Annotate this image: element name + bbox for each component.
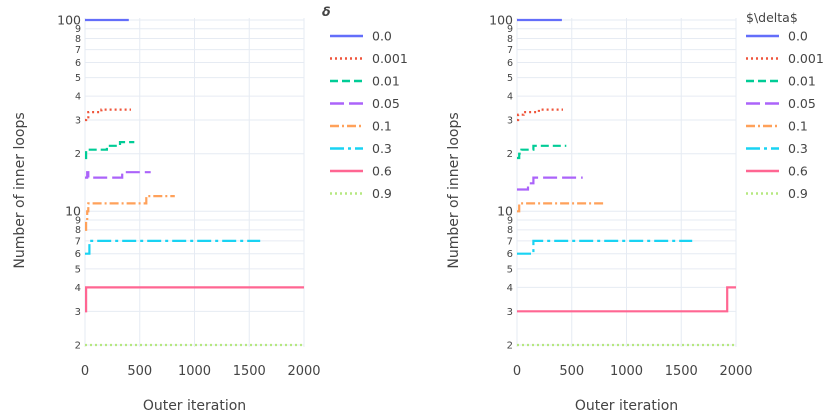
left-y-tick-label: 100 bbox=[57, 12, 81, 27]
right-series-line-0_6 bbox=[517, 286, 736, 313]
right-x-tick-label: 0 bbox=[513, 364, 521, 379]
right-y-tick-label: 2 bbox=[507, 149, 513, 160]
right-legend-label: 0.05 bbox=[788, 96, 816, 111]
left-y-tick-label: 8 bbox=[75, 225, 81, 236]
right-y-tick-label: 4 bbox=[507, 283, 513, 294]
right-y-tick-label: 9 bbox=[507, 24, 513, 35]
right-x-tick-label: 500 bbox=[559, 364, 584, 379]
right-legend-label: 0.1 bbox=[788, 119, 808, 134]
left-grid-group bbox=[84, 18, 305, 347]
right-y-tick-label: 4 bbox=[507, 91, 513, 102]
right-series-line-0_001 bbox=[517, 108, 563, 122]
left-legend-label: 0.3 bbox=[372, 141, 392, 156]
left-y-tick-label: 5 bbox=[75, 73, 81, 84]
right-legend: $\delta$ 0.0 0.001 0.01 0.05 0.1 0.3 0.6 0.9 bbox=[746, 10, 824, 201]
left-y-tick-label: 3 bbox=[75, 115, 81, 126]
left-y-tick-label: 10 bbox=[65, 204, 81, 219]
left-y-axis-title: Number of inner loops bbox=[12, 112, 28, 268]
right-series-line-0_05 bbox=[517, 176, 583, 191]
right-y-tick-label: 2 bbox=[507, 341, 513, 352]
left-y-tick-label: 7 bbox=[75, 45, 81, 56]
left-y-tick-label: 6 bbox=[75, 249, 81, 260]
right-y-tick-label: 5 bbox=[507, 264, 513, 275]
right-series-group bbox=[517, 18, 736, 347]
right-legend-label: 0.6 bbox=[788, 164, 808, 179]
right-y-tick-label: 100 bbox=[489, 12, 513, 27]
left-y-tick-label: 2 bbox=[75, 149, 81, 160]
right-legend-label: 0.3 bbox=[788, 141, 808, 156]
right-y-tick-label: 7 bbox=[507, 45, 513, 56]
left-series-line-0_001 bbox=[85, 108, 131, 122]
right-grid-group bbox=[516, 18, 737, 347]
right-series-line-0_1 bbox=[517, 202, 606, 213]
right-y-tick-label: 10 bbox=[497, 204, 513, 219]
left-legend-label: 0.9 bbox=[372, 186, 392, 201]
right-y-tick-label: 5 bbox=[507, 73, 513, 84]
left-xticks-group: 0 500 1000 1500 2000 bbox=[81, 364, 321, 379]
left-legend: δ 0.0 0.001 0.01 0.05 0.1 0.3 0.6 0.9 bbox=[322, 4, 408, 201]
right-x-axis-title: Outer iteration bbox=[575, 398, 678, 414]
right-y-tick-label: 8 bbox=[507, 225, 513, 236]
left-legend-label: 0.01 bbox=[372, 74, 400, 89]
right-legend-label: 0.9 bbox=[788, 186, 808, 201]
left-y-tick-label: 2 bbox=[75, 341, 81, 352]
left-legend-label: 0.1 bbox=[372, 119, 392, 134]
right-y-tick-label: 7 bbox=[507, 236, 513, 247]
right-y-tick-label: 3 bbox=[507, 307, 513, 318]
left-legend-label: 0.05 bbox=[372, 96, 400, 111]
right-legend-label: 0.01 bbox=[788, 74, 816, 89]
left-y-tick-label: 7 bbox=[75, 236, 81, 247]
right-legend-title: $\delta$ bbox=[746, 10, 798, 25]
left-x-tick-label: 2000 bbox=[287, 364, 320, 379]
left-x-tick-label: 500 bbox=[127, 364, 152, 379]
left-x-axis-title: Outer iteration bbox=[143, 398, 246, 414]
left-series-line-0_1 bbox=[85, 195, 175, 231]
left-y-tick-label: 9 bbox=[75, 24, 81, 35]
left-legend-title: δ bbox=[322, 4, 331, 19]
left-y-tick-label: 4 bbox=[75, 91, 81, 102]
right-y-tick-label: 9 bbox=[507, 215, 513, 226]
right-x-tick-label: 1500 bbox=[665, 364, 698, 379]
left-series-line-0_05 bbox=[85, 171, 151, 179]
left-y-tick-label: 6 bbox=[75, 58, 81, 69]
left-x-tick-label: 1000 bbox=[178, 364, 211, 379]
right-series-line-0_01 bbox=[517, 144, 567, 160]
right-xticks-group: 0 500 1000 1500 2000 bbox=[513, 364, 753, 379]
right-y-tick-label: 8 bbox=[507, 34, 513, 45]
left-series-line-0_6 bbox=[85, 286, 304, 313]
left-legend-label: 0.6 bbox=[372, 164, 392, 179]
left-legend-label: 0.001 bbox=[372, 51, 408, 66]
right-y-tick-label: 6 bbox=[507, 249, 513, 260]
right-y-tick-label: 3 bbox=[507, 115, 513, 126]
right-legend-label: 0.001 bbox=[788, 51, 824, 66]
right-x-tick-label: 2000 bbox=[719, 364, 752, 379]
right-y-axis-title: Number of inner loops bbox=[446, 112, 462, 268]
left-legend-label: 0.0 bbox=[372, 29, 392, 44]
left-y-tick-label: 8 bbox=[75, 34, 81, 45]
left-x-tick-label: 1500 bbox=[233, 364, 266, 379]
right-legend-label: 0.0 bbox=[788, 29, 808, 44]
left-y-tick-label: 5 bbox=[75, 264, 81, 275]
left-series-line-0_3 bbox=[85, 239, 261, 255]
right-x-tick-label: 1000 bbox=[610, 364, 643, 379]
right-y-tick-label: 6 bbox=[507, 58, 513, 69]
left-x-tick-label: 0 bbox=[81, 364, 89, 379]
right-series-line-0_3 bbox=[517, 239, 693, 255]
left-y-tick-label: 3 bbox=[75, 307, 81, 318]
left-series-line-0_01 bbox=[85, 141, 135, 160]
left-y-tick-label: 9 bbox=[75, 215, 81, 226]
left-series-group bbox=[85, 18, 304, 347]
left-y-tick-label: 4 bbox=[75, 283, 81, 294]
